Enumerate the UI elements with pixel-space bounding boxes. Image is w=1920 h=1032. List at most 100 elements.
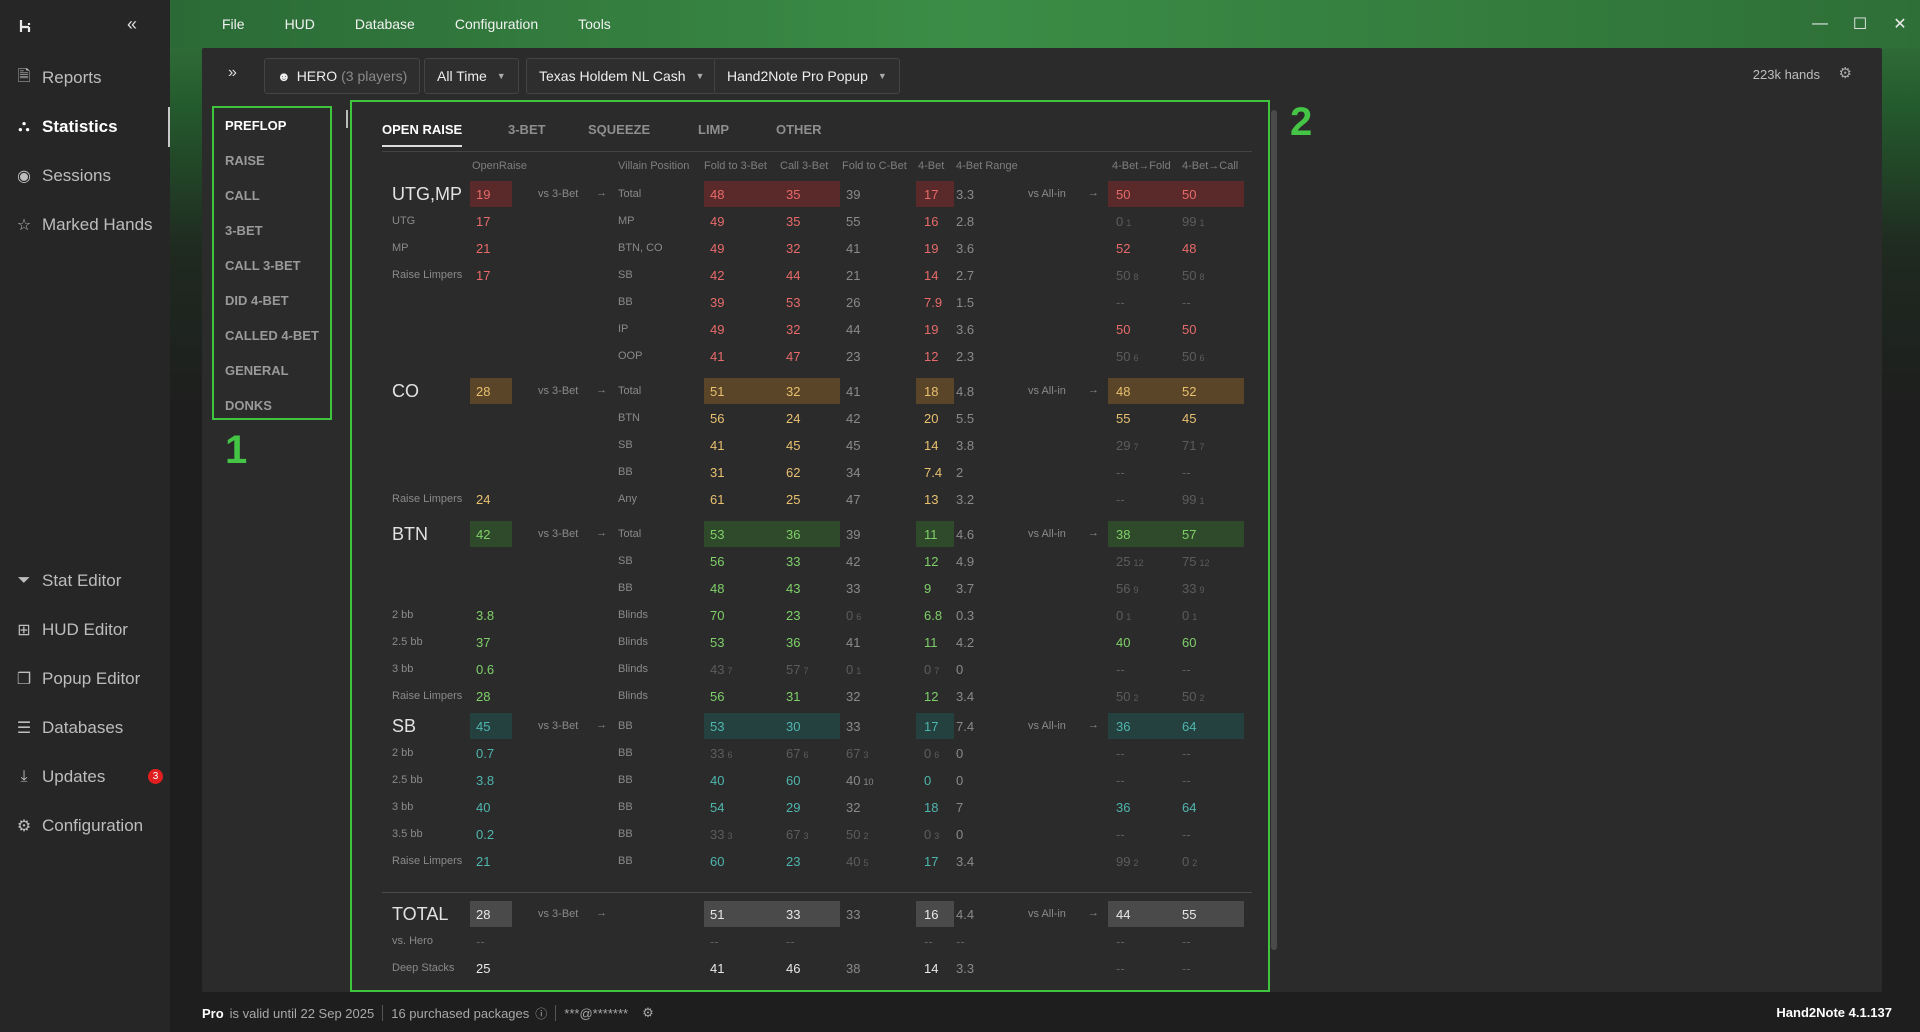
four-bet-cell: 17 [924, 182, 938, 208]
category-preflop[interactable]: PREFLOP [225, 118, 287, 133]
tab-open-raise[interactable]: OPEN RAISE [382, 122, 463, 147]
call-3bet-cell-value: 44 [786, 268, 801, 283]
four-bet-cell-value: 0 [924, 662, 932, 677]
four-bet-call-cell: -- [1182, 929, 1191, 955]
four-bet-cell-value: 11 [924, 635, 938, 650]
four-bet-fold-cell: -- [1116, 460, 1125, 486]
four-bet-fold-cell-value: 29 [1116, 438, 1131, 453]
tab-limp[interactable]: LIMP [698, 122, 730, 137]
sidebar-item-updates[interactable]: ⤓ Updates 3 [0, 755, 170, 799]
fold-to-cbet-cell: 67 3 [846, 741, 868, 767]
sidebar-item-hud-editor[interactable]: ⊞ HUD Editor [0, 608, 170, 652]
sidebar-item-reports[interactable]: 🗎 Reports [0, 56, 170, 100]
category-3-bet[interactable]: 3-BET [225, 223, 263, 238]
category-call-3-bet[interactable]: CALL 3-BET [225, 258, 301, 273]
four-bet-range-cell: 3.4 [956, 684, 974, 710]
game-filter-dropdown[interactable]: Texas Holdem NL Cash ▼ [526, 58, 718, 94]
openraise-cell: 21 [476, 849, 490, 875]
maximize-icon[interactable]: ☐ [1852, 16, 1868, 33]
fold-to-3bet-cell-value: 51 [710, 384, 725, 399]
four-bet-call-cell-sample: 1 [1199, 496, 1205, 506]
arrow-icon: → [1088, 187, 1099, 199]
settings-gear-icon[interactable]: ⚙ [1838, 65, 1852, 82]
four-bet-fold-cell-value: 38 [1116, 527, 1131, 542]
category-raise[interactable]: RAISE [225, 153, 265, 168]
menu-tools[interactable]: Tools [578, 16, 611, 32]
fold-to-cbet-cell: 38 [846, 956, 860, 982]
row-sublabel: UTG [392, 215, 416, 227]
menu-file[interactable]: File [222, 16, 245, 32]
fold-to-3bet-cell: 31 [710, 460, 724, 486]
sidebar-item-popup-editor[interactable]: ❐ Popup Editor [0, 657, 170, 701]
user-email: ***@******* [564, 1005, 629, 1021]
popup-dropdown[interactable]: Hand2Note Pro Popup ▼ [714, 58, 900, 94]
category-donks[interactable]: DONKS [225, 398, 272, 413]
tab-other[interactable]: OTHER [776, 122, 822, 137]
four-bet-cell-value: -- [924, 934, 933, 949]
category-did-4-bet[interactable]: DID 4-BET [225, 293, 289, 308]
tab-3-bet[interactable]: 3-BET [508, 122, 546, 137]
sidebar-item-marked-hands[interactable]: ☆ Marked Hands [0, 203, 170, 247]
four-bet-fold-cell-value: 50 [1116, 268, 1131, 283]
collapse-sidebar-icon[interactable]: « [127, 14, 138, 34]
close-icon[interactable]: ✕ [1893, 16, 1907, 33]
fold-to-cbet-cell: 32 [846, 795, 860, 821]
category-called-4-bet[interactable]: CALLED 4-BET [225, 328, 319, 343]
call-3bet-cell-value: 30 [786, 719, 801, 734]
villain-position: OOP [618, 350, 643, 362]
fold-to-3bet-cell: 49 [710, 209, 724, 235]
villain-position: BB [618, 582, 633, 594]
four-bet-range-cell: 3.3 [956, 182, 974, 208]
chevron-down-icon: ▼ [695, 71, 705, 81]
row-sublabel: 2.5 bb [392, 774, 423, 786]
four-bet-fold-cell: 25 12 [1116, 549, 1143, 575]
fold-to-3bet-cell-value: 48 [710, 187, 725, 202]
minimize-icon[interactable]: — [1812, 15, 1828, 32]
sidebar-item-label: HUD Editor [42, 620, 128, 639]
fold-to-3bet-cell: 60 [710, 849, 724, 875]
four-bet-fold-cell-value: 50 [1116, 187, 1131, 202]
call-3bet-cell: 33 [786, 902, 800, 928]
four-bet-range-cell: 5.5 [956, 406, 974, 432]
menu-database[interactable]: Database [354, 16, 415, 32]
sidebar-item-statistics[interactable]: ⛬ Statistics [0, 105, 170, 149]
four-bet-cell: 12 [924, 684, 938, 710]
player-selector[interactable]: ☻ HERO (3 players) [264, 58, 421, 94]
time-filter-dropdown[interactable]: All Time ▼ [424, 58, 519, 94]
category-call[interactable]: CALL [225, 188, 260, 203]
four-bet-range-cell-value: 4.6 [956, 527, 975, 542]
four-bet-cell-value: 0 [924, 773, 932, 788]
fold-to-3bet-cell: 53 [710, 714, 724, 740]
expand-panel-icon[interactable]: » [228, 64, 237, 81]
four-bet-fold-cell: -- [1116, 929, 1125, 955]
fold-to-3bet-cell: 48 [710, 576, 724, 602]
menu-configuration[interactable]: Configuration [454, 16, 539, 32]
openraise-cell-value: 37 [476, 635, 491, 650]
sidebar-item-configuration[interactable]: ⚙ Configuration [0, 804, 170, 848]
call-3bet-cell-value: 32 [786, 384, 801, 399]
scrollbar[interactable] [1271, 110, 1277, 950]
sidebar-item-stat-editor[interactable]: ⏷ Stat Editor [0, 559, 170, 603]
category-general[interactable]: GENERAL [225, 363, 289, 378]
tab-squeeze[interactable]: SQUEEZE [588, 122, 651, 137]
info-icon[interactable]: ⓘ [535, 1006, 548, 1021]
four-bet-call-cell-value: 60 [1182, 635, 1197, 650]
four-bet-range-cell: 2.8 [956, 209, 974, 235]
fold-to-cbet-cell-sample: 5 [863, 858, 869, 868]
four-bet-range-cell: 2.3 [956, 344, 974, 370]
account-gear-icon[interactable]: ⚙ [642, 1005, 654, 1020]
four-bet-call-cell-value: 0 [1182, 854, 1190, 869]
fold-to-3bet-cell-value: 56 [710, 689, 725, 704]
four-bet-fold-cell-value: 55 [1116, 411, 1131, 426]
sidebar-item-databases[interactable]: ☰ Databases [0, 706, 170, 750]
call-3bet-cell-value: 36 [786, 635, 801, 650]
sidebar-item-sessions[interactable]: ◉ Sessions [0, 154, 170, 198]
btn-highlight-or [470, 521, 512, 547]
four-bet-fold-cell-value: 48 [1116, 384, 1131, 399]
total-highlight-fbf [1108, 901, 1244, 927]
fold-to-cbet-cell-value: 21 [846, 268, 861, 283]
four-bet-call-cell: 45 [1182, 406, 1196, 432]
menu-hud[interactable]: HUD [284, 16, 315, 32]
